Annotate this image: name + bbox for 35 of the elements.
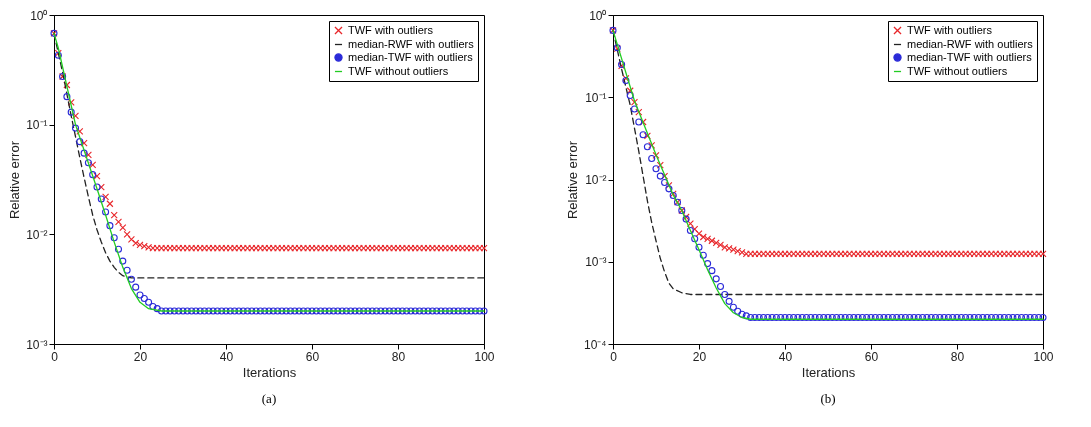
- legend-label: median-RWF with outliers: [348, 37, 475, 50]
- legend-label: median-TWF with outliers: [907, 50, 1033, 63]
- y-tick-label: 10⁻²: [26, 227, 48, 242]
- text: (b): [820, 391, 836, 406]
- y-axis-title: Relative error: [7, 140, 23, 220]
- legend-label: median-RWF with outliers: [907, 37, 1034, 50]
- x-tick-label: 100: [1033, 349, 1054, 364]
- x-tick-label: 40: [219, 349, 234, 364]
- legend-label: TWF without outliers: [907, 64, 1008, 77]
- legend-label: median-TWF with outliers: [348, 50, 474, 63]
- x-tick-label: 0: [610, 349, 618, 364]
- y-tick-label: 10⁰: [30, 8, 48, 23]
- x-tick-label: 80: [950, 349, 965, 364]
- x-tick-label: 0: [51, 349, 59, 364]
- y-tick-label: 10⁻³: [585, 255, 607, 270]
- x-tick-label: 100: [474, 349, 495, 364]
- x-axis-title: Iterations: [242, 364, 297, 380]
- x-tick-label: 20: [133, 349, 148, 364]
- y-tick-label: 10⁰: [589, 8, 607, 23]
- legend-label: TWF with outliers: [907, 23, 993, 36]
- y-tick-label: 10⁻⁴: [583, 337, 607, 352]
- y-tick-label: 10⁻³: [26, 337, 48, 352]
- x-tick-label: 60: [864, 349, 879, 364]
- x-axis-title: Iterations: [801, 364, 856, 380]
- x-tick-label: 80: [391, 349, 406, 364]
- x-tick-label: 60: [305, 349, 320, 364]
- y-tick-label: 10⁻¹: [585, 90, 607, 105]
- x-tick-label: 20: [692, 349, 707, 364]
- y-tick-label: 10⁻²: [585, 173, 607, 187]
- y-tick-label: 10⁻¹: [26, 118, 48, 133]
- legend-label: TWF without outliers: [348, 64, 449, 77]
- x-tick-label: 40: [778, 349, 793, 364]
- text: (a): [261, 391, 277, 406]
- y-axis-title: Relative error: [565, 140, 580, 220]
- legend-label: TWF with outliers: [348, 23, 434, 36]
